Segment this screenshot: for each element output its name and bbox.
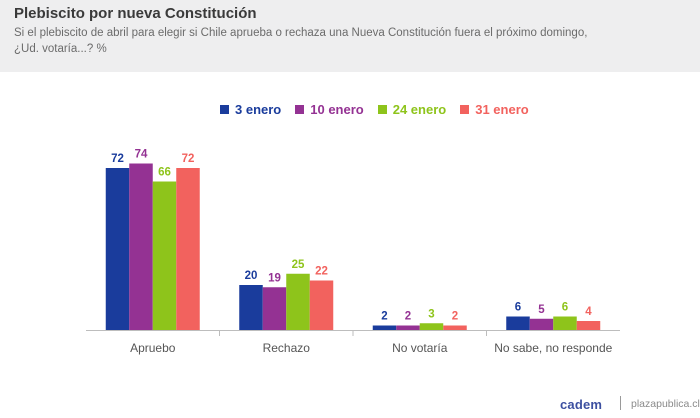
page-subtitle: Si el plebiscito de abril para elegir si… [14, 25, 654, 57]
legend-swatch [460, 105, 470, 114]
legend-label: 10 enero [310, 102, 364, 117]
data-label: 25 [292, 259, 305, 271]
category-label: Rechazo [263, 341, 311, 355]
data-label: 19 [268, 272, 281, 284]
data-label: 4 [585, 306, 592, 318]
data-label: 5 [538, 304, 545, 316]
legend-swatch [295, 105, 305, 114]
bar [419, 323, 444, 330]
bar [396, 325, 420, 330]
data-label: 66 [158, 167, 171, 179]
data-label: 3 [428, 308, 434, 320]
bar [176, 168, 200, 330]
data-label: 2 [452, 311, 458, 323]
legend-label: 24 enero [392, 102, 447, 117]
bar [286, 273, 310, 330]
bar [309, 280, 334, 330]
chart-legend: 3 enero 10 enero 24 enero 31 enero [220, 102, 529, 117]
bar [152, 181, 177, 330]
legend-label: 31 enero [475, 102, 529, 117]
subtitle-line-2: ¿Ud. votaría...? % [14, 43, 107, 55]
legend-label: 3 enero [235, 102, 282, 117]
bar [553, 316, 577, 330]
data-label: 2 [381, 311, 387, 323]
subtitle-line-1: Si el plebiscito de abril para elegir si… [14, 27, 588, 39]
bar [529, 318, 554, 330]
footer-divider [620, 396, 621, 410]
legend-item: 3 enero [220, 102, 281, 117]
legend-swatch [377, 105, 387, 114]
category-label: No votaría [392, 341, 448, 355]
bar [239, 285, 263, 330]
bar [372, 325, 397, 330]
bar [262, 287, 287, 330]
category-label: Apruebo [130, 341, 176, 355]
legend-swatch [220, 105, 229, 114]
data-label: 6 [562, 302, 568, 314]
category-label: No sabe, no responde [494, 341, 612, 355]
data-label: 22 [315, 266, 328, 278]
data-label: 2 [405, 311, 411, 323]
legend-item: 10 enero [295, 102, 364, 117]
data-label: 72 [182, 153, 195, 165]
page-title: Plebiscito por nueva Constitución [14, 5, 257, 22]
data-label: 74 [135, 149, 148, 161]
data-label: 72 [111, 153, 124, 165]
brand-logo: cadem [560, 397, 603, 412]
footer-site-label: plazapublica.cl [631, 398, 700, 410]
data-label: 20 [245, 270, 258, 282]
header-panel: Plebiscito por nueva Constitución Si el … [0, 0, 700, 72]
data-label: 6 [515, 302, 521, 314]
legend-item: 24 enero [377, 102, 447, 117]
bar [576, 321, 601, 330]
bar [443, 325, 467, 330]
bar [105, 168, 130, 330]
bar [129, 163, 153, 330]
legend-item: 31 enero [460, 102, 529, 117]
bar [506, 316, 530, 330]
